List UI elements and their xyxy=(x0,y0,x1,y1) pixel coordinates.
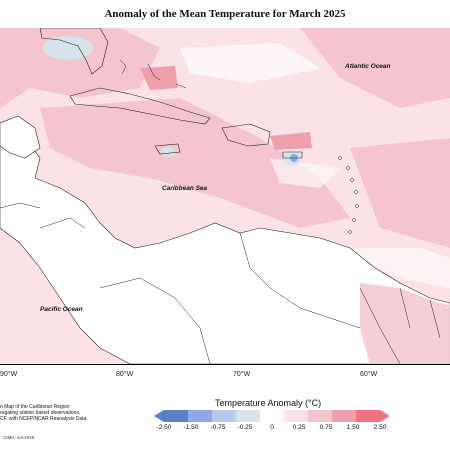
legend-swatch-8 xyxy=(356,410,381,422)
legend-tick-label: 2.50 xyxy=(373,424,387,431)
legend-arrow-low xyxy=(154,410,164,422)
legend-swatches xyxy=(154,410,390,422)
legend-tick-label: -1.50 xyxy=(183,424,199,431)
legend-arrow-high xyxy=(380,410,390,422)
warm-patch-atlantic-north xyxy=(300,28,450,108)
atlantic-ocean-label: Atlantic Ocean xyxy=(345,63,391,70)
lon-label-60w: 60°W xyxy=(360,371,378,378)
country-borders xyxy=(0,202,441,364)
jamaica-coast xyxy=(154,143,181,155)
credit-text: CIMH: Jul-2025 xyxy=(3,435,35,440)
legend-swatch-4 xyxy=(260,410,285,422)
lon-label-90w: 90°W xyxy=(0,371,18,378)
caption-line-1: n Map of the Caribbean Region xyxy=(0,404,70,410)
warm-patch-bahamas xyxy=(140,66,178,90)
neutral-patch-north xyxy=(180,43,320,83)
warm-patch-hispaniola xyxy=(270,132,312,150)
legend-tick-label: -0.25 xyxy=(237,424,253,431)
caption-line-3: CF, with NCEP/NCAR Reanalysis Data. xyxy=(0,416,88,422)
lon-label-70w: 70°W xyxy=(233,371,251,378)
legend-swatch-7 xyxy=(332,410,357,422)
neutral-patch-south-hispaniola xyxy=(270,158,340,188)
bahamas-islands xyxy=(119,59,187,89)
pacific-ocean-label: Pacific Ocean xyxy=(40,306,83,313)
legend-tick-label: 1.50 xyxy=(346,424,360,431)
legend-tick-label: 0.25 xyxy=(292,424,306,431)
caribbean-sea-label: Caribbean Sea xyxy=(162,185,208,192)
legend-swatch-3 xyxy=(236,410,261,422)
legend-swatch-6 xyxy=(308,410,333,422)
guianas-warm-land xyxy=(360,283,450,364)
lesser-antilles xyxy=(338,156,359,234)
yucatan-peninsula xyxy=(0,115,41,159)
map-title: Anomaly of the Mean Temperature for Marc… xyxy=(104,8,346,20)
legend-swatch-1 xyxy=(188,410,213,422)
hispaniola-coast xyxy=(221,123,271,147)
cool-patch-jamaica xyxy=(161,147,175,157)
cool-patch-florida xyxy=(43,36,93,60)
puerto-rico-coast xyxy=(282,151,303,159)
cuba-coast xyxy=(69,87,211,125)
warm-patch-caribbean xyxy=(40,98,350,228)
legend-tick-label: -0.75 xyxy=(210,424,226,431)
lon-label-80w: 80°W xyxy=(116,371,134,378)
anomaly-map: Atlantic Ocean Caribbean Sea Pacific Oce… xyxy=(0,28,450,365)
legend-swatch-2 xyxy=(212,410,237,422)
warm-patch-east xyxy=(350,138,450,248)
legend-swatch-0 xyxy=(164,410,189,422)
legend-swatch-5 xyxy=(284,410,309,422)
legend-colorbar xyxy=(154,410,390,422)
warm-patch-gulf xyxy=(0,28,160,108)
legend-title: Temperature Anomaly (°C) xyxy=(215,398,322,408)
legend-tick-label: 0 xyxy=(270,424,274,431)
florida-coast xyxy=(39,28,109,75)
legend-tick-label: 0.75 xyxy=(319,424,333,431)
caption-line-2: regating station based observations, xyxy=(0,410,81,416)
mainland-central-south-america xyxy=(0,137,450,364)
legend-tick-label: -2.50 xyxy=(156,424,172,431)
map-canvas xyxy=(0,28,450,364)
